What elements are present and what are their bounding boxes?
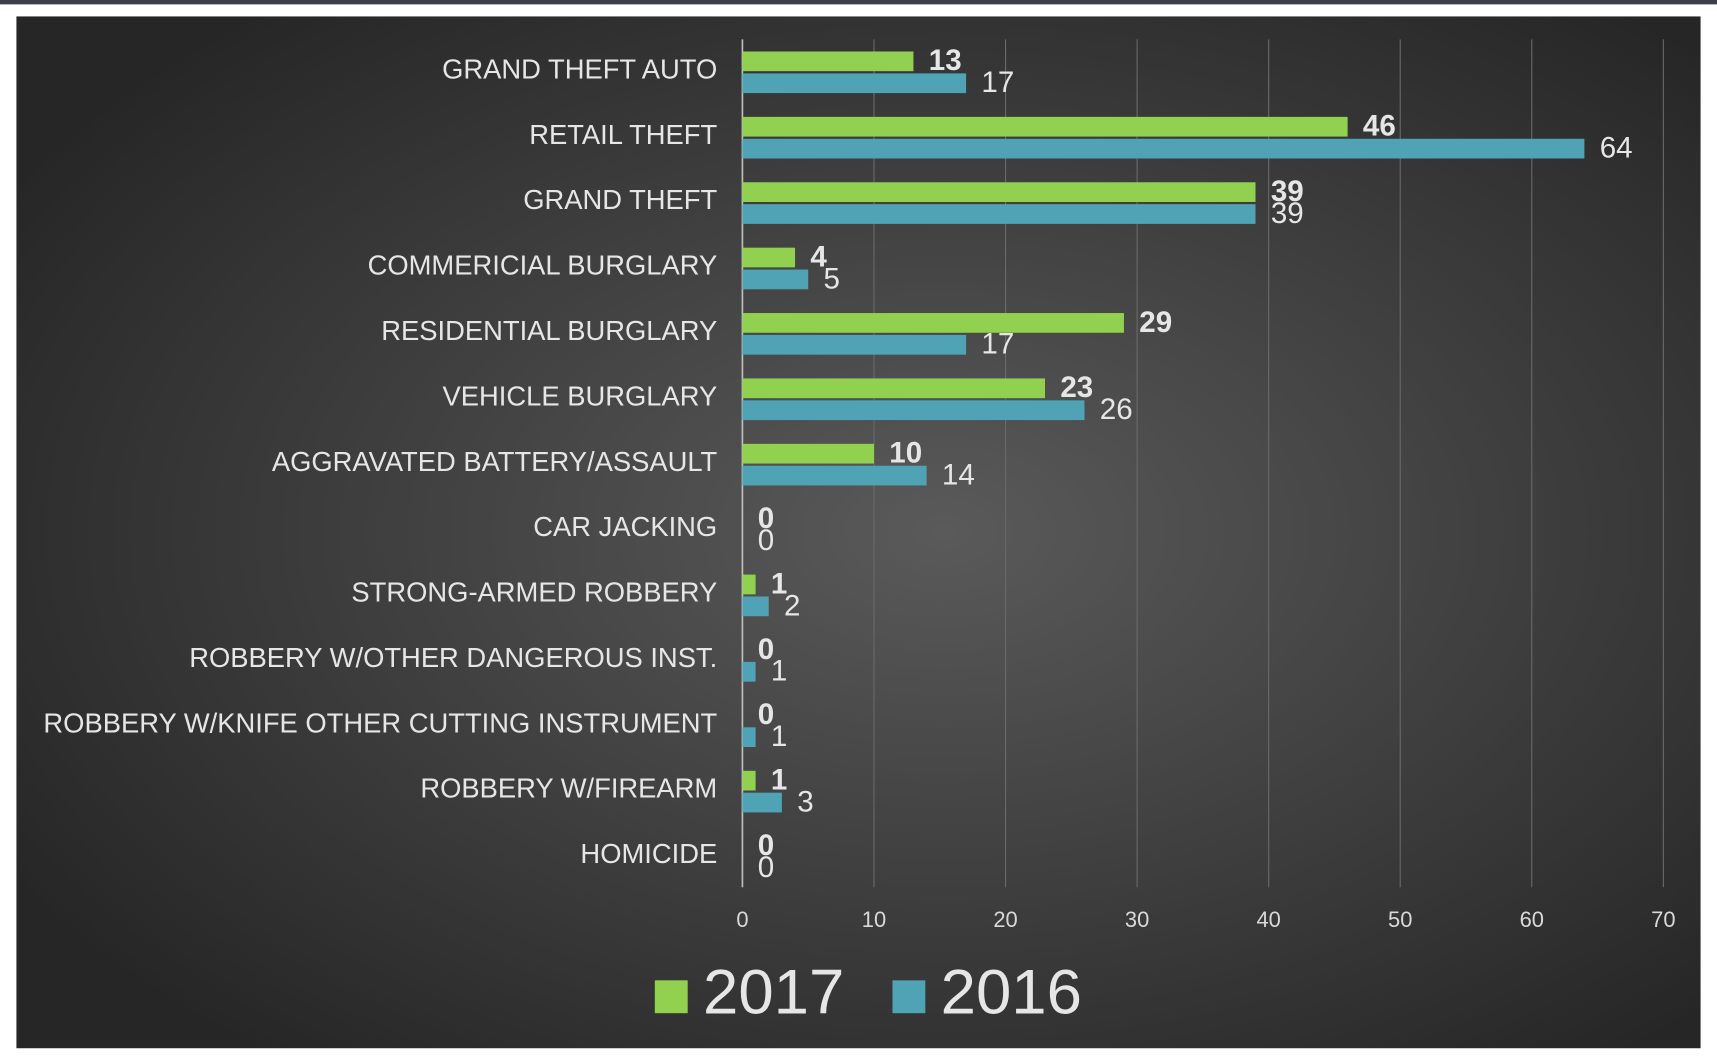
bar [742, 443, 874, 464]
y-tick-label: GRAND THEFT AUTO [442, 53, 717, 84]
x-tick-label: 50 [1388, 907, 1412, 932]
data-label: 10 [889, 437, 922, 470]
bar [742, 334, 967, 355]
y-tick-label: RESIDENTIAL BURGLARY [381, 315, 717, 346]
bar [742, 400, 1085, 421]
x-tick-label: 70 [1651, 907, 1675, 932]
bar [742, 116, 1348, 137]
data-label: 0 [758, 502, 774, 535]
y-tick-label: STRONG-ARMED ROBBERY [351, 577, 717, 608]
bar [742, 247, 796, 268]
y-tick-label: ROBBERY W/FIREARM [420, 773, 717, 804]
data-label: 1 [771, 764, 787, 797]
y-tick-label: CAR JACKING [533, 511, 717, 542]
legend-label: 2016 [941, 957, 1082, 1028]
bar [742, 51, 914, 72]
data-label: 4 [810, 240, 827, 273]
data-label: 2 [784, 589, 800, 622]
plot-background [16, 16, 1701, 1049]
bar [742, 269, 809, 290]
bar [742, 73, 967, 94]
y-tick-label: RETAIL THEFT [529, 119, 717, 150]
data-label: 39 [1271, 197, 1304, 230]
data-label: 14 [942, 459, 975, 492]
bar [742, 727, 756, 748]
x-tick-label: 30 [1125, 907, 1149, 932]
bar [742, 661, 756, 682]
bar [742, 138, 1585, 159]
data-label: 1 [771, 567, 787, 600]
data-label: 26 [1100, 393, 1133, 426]
bar [742, 770, 756, 791]
data-label: 46 [1363, 110, 1396, 143]
bar [742, 204, 1256, 224]
data-label: 23 [1060, 371, 1093, 404]
data-label: 1 [771, 720, 787, 753]
frame-top [0, 0, 1717, 5]
x-tick-label: 20 [993, 907, 1017, 932]
y-tick-label: VEHICLE BURGLARY [443, 380, 718, 411]
bar [742, 465, 927, 486]
bar [742, 596, 769, 617]
data-label: 0 [758, 633, 774, 666]
y-tick-label: GRAND THEFT [523, 184, 717, 215]
data-label: 1 [771, 655, 787, 688]
data-label: 29 [1139, 306, 1172, 339]
y-tick-label: ROBBERY W/KNIFE OTHER CUTTING INSTRUMENT [43, 707, 717, 738]
bar [742, 574, 756, 595]
data-label: 5 [824, 262, 840, 295]
y-tick-label: HOMICIDE [580, 838, 717, 869]
data-label: 39 [1271, 175, 1304, 208]
data-label: 3 [797, 785, 813, 818]
y-tick-label: AGGRAVATED BATTERY/ASSAULT [272, 446, 718, 477]
bar [742, 378, 1046, 399]
bar [742, 792, 782, 813]
y-tick-label: ROBBERY W/OTHER DANGEROUS INST. [189, 642, 717, 673]
data-label: 17 [981, 328, 1014, 361]
x-tick-label: 60 [1520, 907, 1544, 932]
bar [742, 182, 1256, 202]
y-tick-label: COMMERICIAL BURGLARY [368, 250, 718, 281]
legend-swatch [892, 980, 926, 1014]
data-label: 0 [758, 524, 774, 557]
x-tick-label: 0 [736, 907, 748, 932]
data-label: 0 [758, 698, 774, 731]
data-label: 13 [929, 44, 962, 77]
data-label: 64 [1600, 132, 1633, 165]
data-label: 17 [981, 66, 1014, 99]
data-label: 0 [758, 851, 774, 884]
data-label: 0 [758, 829, 774, 862]
bar [742, 313, 1124, 333]
x-tick-label: 40 [1256, 907, 1280, 932]
legend-swatch [654, 980, 688, 1014]
legend-label: 2017 [703, 957, 844, 1028]
x-tick-label: 10 [862, 907, 886, 932]
